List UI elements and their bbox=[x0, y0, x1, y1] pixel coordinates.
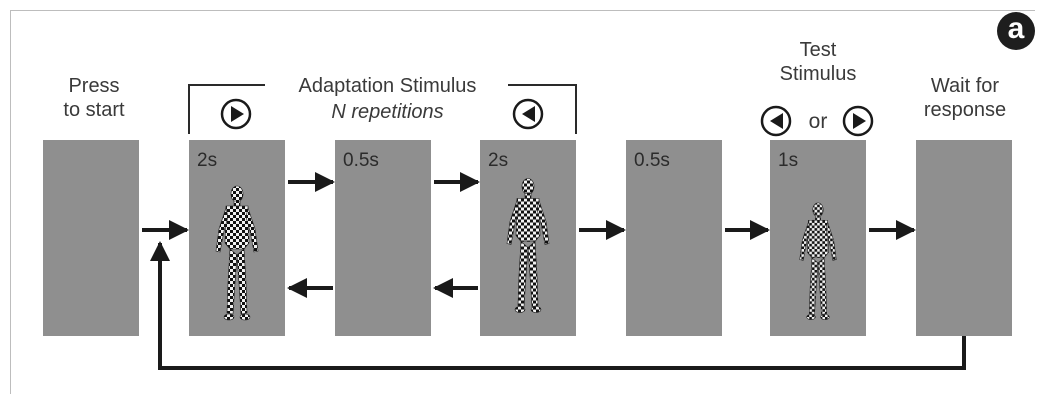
adaptation-subtitle: N repetitions bbox=[331, 101, 444, 123]
duration-label: 0.5s bbox=[343, 150, 379, 171]
panel-blank-1: 0.5s bbox=[335, 140, 431, 336]
adaptation-bracket bbox=[188, 84, 577, 134]
play-right-icon bbox=[220, 98, 252, 130]
adaptation-title: Adaptation Stimulus bbox=[298, 75, 477, 97]
label-line: Wait for bbox=[930, 75, 1000, 97]
duration-label: 2s bbox=[197, 150, 218, 171]
panel-adapt-left: 2s bbox=[480, 140, 576, 336]
duration-label: 2s bbox=[488, 150, 509, 171]
label-line: Stimulus bbox=[779, 63, 857, 85]
play-left-icon bbox=[512, 98, 544, 130]
figure-frame bbox=[10, 10, 1035, 394]
panel-label-badge: a bbox=[997, 12, 1035, 50]
label-line: to start bbox=[63, 99, 125, 121]
duration-label: 0.5s bbox=[634, 150, 670, 171]
panel-adapt-right: 2s bbox=[189, 140, 285, 336]
duration-label: 1s bbox=[778, 150, 799, 171]
label-press-to-start: Press to start bbox=[46, 74, 142, 122]
panel-start bbox=[43, 140, 139, 336]
label-test-stimulus: Test Stimulus bbox=[770, 38, 866, 86]
label-line: Press bbox=[68, 75, 120, 97]
play-right-icon bbox=[842, 105, 874, 137]
panel-blank-2: 0.5s bbox=[626, 140, 722, 336]
label-wait-for-response: Wait for response bbox=[905, 74, 1025, 122]
or-text: or bbox=[808, 110, 828, 133]
label-line: response bbox=[923, 99, 1007, 121]
panel-test: 1s bbox=[770, 140, 866, 336]
play-left-icon bbox=[760, 105, 792, 137]
panel-response bbox=[916, 140, 1012, 336]
label-line: Test bbox=[799, 39, 837, 61]
arrow-loop-back bbox=[150, 241, 966, 370]
